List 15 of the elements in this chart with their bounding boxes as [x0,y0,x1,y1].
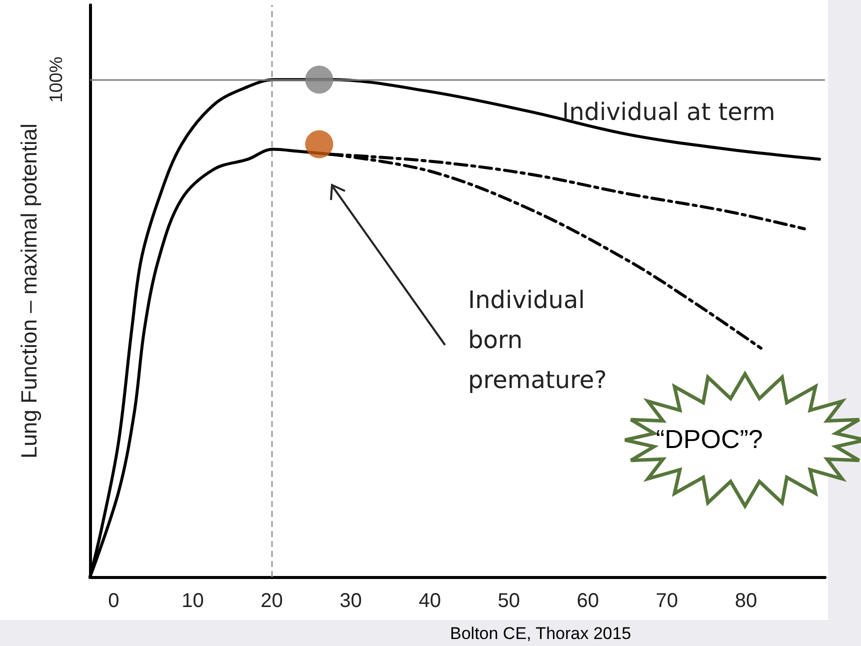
series-label: Individual at term [562,98,776,126]
ref-line-label: 100% [46,56,66,103]
text: Bolton CE, Thorax 2015 [450,624,632,644]
x-tick-label: 50 [498,590,520,612]
x-tick-label: 80 [734,590,758,612]
x-tick-label: 70 [656,590,678,612]
x-tick-label: 20 [260,590,283,612]
y-axis-title: Lung Function – maximal potential [16,123,42,459]
x-tick-label: 40 [418,590,441,612]
x-tick-label: 10 [182,590,204,612]
x-tick-label: 60 [576,590,600,612]
text: Individual born premature? [468,286,607,394]
x-tick-label: 0 [108,590,120,612]
x-tick-label: 30 [340,590,362,612]
annotation: “DPOC”? [656,424,763,455]
